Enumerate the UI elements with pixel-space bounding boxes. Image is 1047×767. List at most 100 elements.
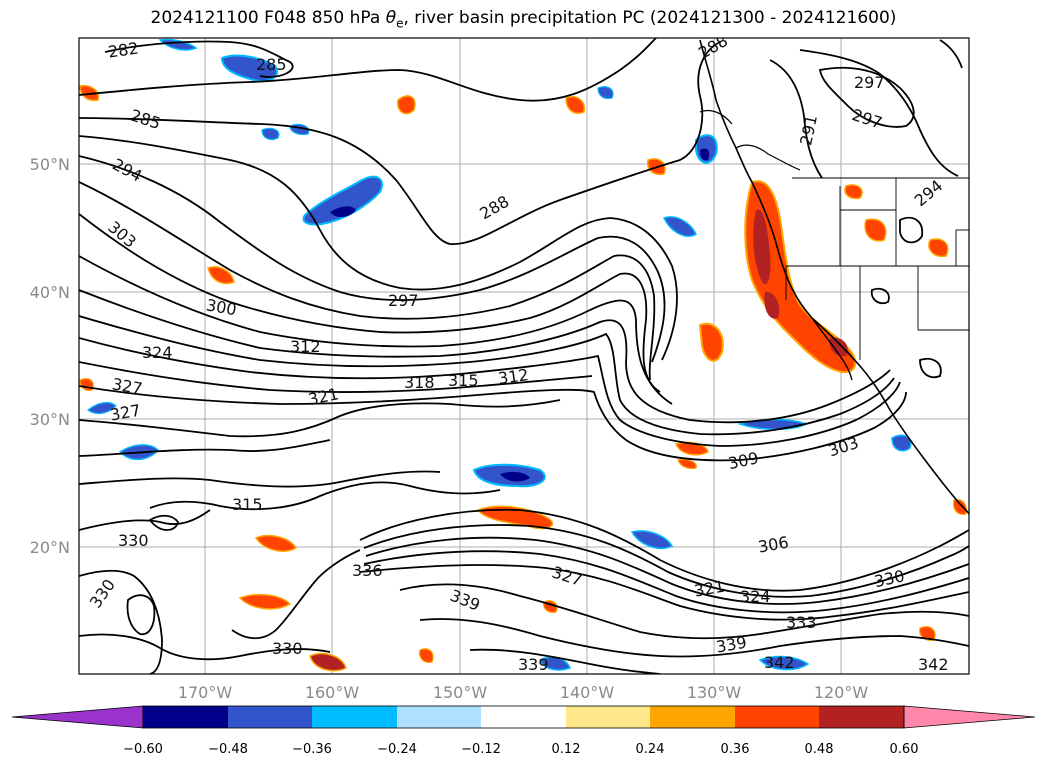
colorbar-extend-high (903, 705, 1036, 729)
contour-line (399, 583, 969, 640)
contour-line (79, 385, 907, 462)
contour-line (365, 536, 969, 605)
political-boundaries (785, 177, 969, 360)
precip-patch (254, 534, 298, 552)
lat-label-40n: 40°N (30, 283, 70, 302)
lon-label-120w: 120°W (814, 683, 869, 702)
precip-patch (630, 530, 674, 550)
precip-patch (302, 175, 383, 226)
contour-line (79, 509, 211, 531)
precip-patch (261, 127, 280, 141)
contour-line (79, 255, 673, 405)
contour-label: 312 (497, 365, 530, 388)
colorbar-frame (142, 705, 905, 729)
colorbar-segment (481, 706, 566, 728)
contour-label: 330 (272, 639, 303, 658)
precip-patch (764, 291, 780, 319)
contour-line (818, 66, 915, 128)
colorbar-segment (312, 706, 397, 728)
contour-line (149, 481, 501, 511)
contour-line (79, 337, 901, 447)
contour-label: 339 (518, 655, 549, 674)
contour-line (363, 524, 969, 598)
contour-line (919, 357, 942, 379)
colorbar-tick-label: −0.36 (292, 742, 332, 757)
contour-line (799, 49, 959, 177)
precip-patch (238, 593, 292, 610)
contour-label: 318 (404, 373, 435, 392)
contour-label: 312 (290, 337, 321, 356)
colorbar-tick-label: 0.60 (890, 742, 919, 757)
colorbar-tick-label: 0.36 (721, 742, 750, 757)
colorbar-tick-label: 0.24 (636, 742, 665, 757)
lat-label-20n: 20°N (30, 538, 70, 557)
colorbar-segment (566, 706, 650, 728)
map-title: 2024121100 F048 850 hPa θe, river basin … (150, 8, 897, 31)
contour-line (870, 287, 890, 305)
coastline (699, 39, 969, 515)
colorbar: −0.60 −0.48 −0.36 −0.24 −0.12 0.12 0.24 … (11, 705, 1036, 757)
contour-label: 333 (786, 613, 817, 632)
contour-label: 342 (918, 655, 949, 674)
colorbar-tick-label: −0.60 (123, 742, 163, 757)
precip-patch (891, 434, 912, 452)
precip-patch (87, 401, 117, 415)
contour-line (359, 508, 969, 592)
precip-patch (753, 209, 771, 285)
precip-patch (330, 206, 356, 218)
map-area: 282 285 288 288 285 294 303 300 297 291 … (79, 38, 969, 674)
lat-label-50n: 50°N (30, 155, 70, 174)
lon-label-130w: 130°W (687, 683, 742, 702)
precip-patch (476, 505, 554, 530)
latitude-labels: 50°N 40°N 30°N 20°N (30, 155, 70, 557)
precip-patch (419, 648, 434, 663)
colorbar-segment (650, 706, 735, 728)
colorbar-segment (735, 706, 819, 728)
contour-line (79, 135, 678, 361)
precip-shading (79, 38, 967, 672)
precip-patch (220, 54, 278, 82)
contour-line (419, 618, 969, 658)
lon-label-160w: 160°W (305, 683, 360, 702)
precip-patch (500, 471, 530, 482)
coastline (811, 317, 853, 381)
precip-patch (744, 180, 857, 374)
contour-line (79, 315, 895, 436)
contour-line (79, 399, 561, 438)
contour-label: 282 (107, 39, 140, 62)
contour-label: 315 (232, 495, 263, 514)
contour-line (148, 514, 179, 531)
precip-patch (700, 148, 710, 161)
precip-patch (844, 184, 863, 200)
contour-line (769, 59, 823, 179)
precip-patch (864, 218, 887, 242)
contour-line (359, 564, 969, 621)
precip-patch (207, 266, 235, 285)
contour-line (104, 40, 294, 78)
contour-label: 297 (854, 73, 885, 92)
contour-label: 330 (118, 531, 149, 550)
colorbar-tick-label: −0.24 (377, 742, 417, 757)
colorbar-tick-label: 0.48 (805, 742, 834, 757)
precip-patch (662, 216, 697, 238)
contour-line (363, 550, 969, 614)
contour-line (79, 633, 331, 661)
contour-line (79, 361, 593, 393)
colorbar-tick-label: −0.12 (461, 742, 501, 757)
lon-label-140w: 140°W (560, 683, 615, 702)
precip-patch (758, 655, 810, 671)
contour-line (79, 289, 891, 424)
contour-label: 297 (388, 291, 419, 310)
lon-label-170w: 170°W (178, 683, 233, 702)
precip-patch (677, 458, 697, 470)
lon-label-150w: 150°W (433, 683, 488, 702)
precip-patch (829, 337, 848, 357)
longitude-labels: 170°W 160°W 150°W 140°W 130°W 120°W (178, 683, 869, 702)
contour-label: 324 (142, 343, 173, 362)
map-frame (78, 37, 970, 675)
contour-label: 324 (740, 587, 771, 606)
contour-line (79, 470, 441, 488)
precip-patch (309, 652, 347, 672)
colorbar-tick-label: −0.48 (208, 742, 248, 757)
